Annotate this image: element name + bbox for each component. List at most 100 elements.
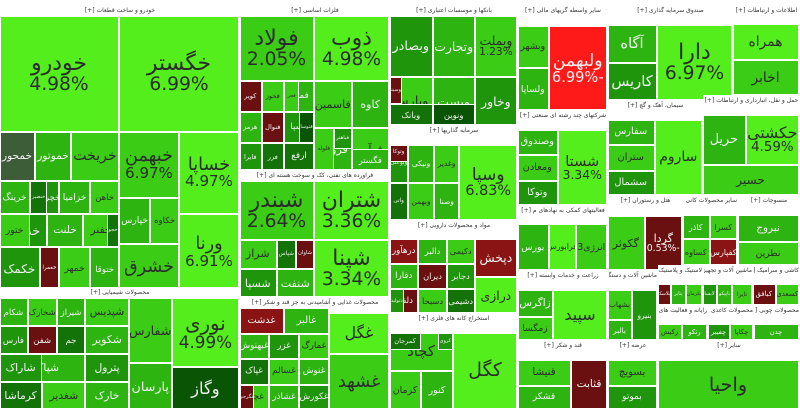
stock-tile[interactable]: تاپیکو — [717, 283, 732, 304]
stock-tile[interactable]: انرژی3 — [575, 224, 607, 269]
stock-tile[interactable]: چفیبر — [709, 323, 730, 339]
stock-tile[interactable]: چدن — [755, 323, 799, 339]
sector-header[interactable]: صندوق سرمایه گذاری [+] — [609, 6, 732, 16]
stock-tile[interactable]: ارفع — [284, 143, 314, 169]
stock-tile[interactable]: خموتور — [35, 131, 71, 181]
sector-header[interactable]: فعالیتهای کمکی به نهادهای م [+] — [519, 206, 607, 216]
sector-header[interactable]: شرکتهای چند رشته ای صنعتی [+] — [519, 111, 607, 121]
stock-tile[interactable]: غزر — [269, 333, 299, 359]
stock-tile[interactable]: خعمرا — [39, 247, 59, 289]
stock-tile[interactable]: وسپا 6.83% — [459, 144, 517, 219]
stock-tile[interactable]: فلوله — [314, 127, 334, 169]
sector-header[interactable]: لاستیک و پلاستیک [+] — [659, 266, 702, 276]
stock-tile[interactable]: همراه — [734, 24, 799, 60]
stock-tile[interactable]: خساپا 4.97% — [179, 131, 239, 214]
stock-tile[interactable]: وبملت 1.23% — [474, 16, 517, 77]
stock-tile[interactable]: شکویر — [85, 326, 129, 354]
stock-tile[interactable]: خمحور — [1, 131, 35, 181]
stock-tile[interactable]: شاوان — [296, 239, 314, 269]
stock-tile[interactable]: سفارس — [609, 119, 655, 145]
stock-tile[interactable]: فجر — [284, 81, 299, 113]
stock-tile[interactable]: وخاور — [474, 76, 517, 124]
stock-tile[interactable]: خریخت — [71, 131, 119, 181]
stock-tile[interactable]: هرمز — [241, 112, 262, 144]
stock-tile[interactable]: خاهن — [90, 181, 119, 214]
stock-tile[interactable]: قشکر — [519, 386, 571, 408]
stock-tile[interactable]: فزر — [261, 143, 284, 169]
stock-tile[interactable]: وبصادر — [391, 16, 433, 77]
stock-tile[interactable]: شفن — [27, 326, 57, 354]
stock-tile[interactable]: فاسمین — [314, 81, 352, 128]
stock-tile[interactable]: شپنا 3.34% — [314, 239, 389, 296]
stock-tile[interactable]: زمگسا — [519, 317, 553, 339]
stock-tile[interactable]: شپدیس — [85, 298, 129, 326]
stock-tile[interactable]: فتوسا — [299, 112, 314, 144]
sector-header[interactable]: فراورده های نفتی، کک و سوخت هسته ای [+] — [241, 171, 389, 181]
stock-tile[interactable]: ولبهمن -6.99% — [548, 25, 607, 109]
stock-tile[interactable]: بورس — [519, 224, 549, 269]
stock-tile[interactable]: درازی — [474, 276, 517, 312]
sector-header[interactable]: مواد و محصولات دارویی [+] — [391, 221, 517, 231]
stock-tile[interactable]: بنیرو — [632, 290, 657, 339]
sector-header[interactable]: ماشین آلات و تجهیزات [+] — [704, 266, 752, 276]
stock-tile[interactable]: پتایر — [670, 283, 687, 304]
stock-tile[interactable]: شغدیر — [42, 382, 86, 408]
stock-tile[interactable]: زاگرس — [519, 290, 553, 317]
stock-tile[interactable]: کاوه — [351, 81, 389, 128]
stock-tile[interactable]: شخارک — [27, 298, 57, 326]
stock-tile[interactable]: غشاذر — [269, 384, 299, 408]
stock-tile[interactable]: کمرجان — [391, 332, 421, 350]
stock-tile[interactable]: پلاسک — [659, 283, 671, 304]
stock-tile[interactable]: شیراز — [56, 298, 86, 326]
stock-tile[interactable]: حکشتی 4.59% — [745, 115, 799, 165]
stock-tile[interactable]: پکرمان — [686, 283, 702, 304]
stock-tile[interactable]: دتولید — [391, 289, 405, 312]
sector-header[interactable]: محصولات چوبی [+] — [755, 306, 799, 316]
stock-tile[interactable]: غپاک — [241, 359, 269, 385]
stock-tile[interactable]: سشمال — [609, 170, 655, 194]
stock-tile[interactable]: کرمان — [391, 371, 421, 408]
stock-tile[interactable]: بالبر — [609, 320, 632, 339]
sector-header[interactable]: رایانه و فعالیت های وابسته [+] — [659, 306, 707, 316]
stock-tile[interactable]: ستران — [609, 145, 655, 171]
stock-tile[interactable]: شسپا — [241, 268, 277, 296]
stock-tile[interactable]: فولاد 2.05% — [241, 16, 314, 82]
stock-tile[interactable]: بسویچ — [609, 359, 657, 387]
stock-tile[interactable]: کاذر — [684, 215, 710, 239]
stock-tile[interactable]: کساوه — [684, 239, 710, 264]
stock-tile[interactable]: خبهمن 6.97% — [119, 131, 179, 198]
sector-header[interactable]: محصولات غذایی و آشامیدنی به جز قند و شکر… — [241, 298, 389, 308]
sector-header[interactable]: سایر محصولات کانی غیرفلزی [+] — [684, 196, 737, 206]
stock-tile[interactable]: خگستر 6.99% — [119, 16, 239, 132]
stock-tile[interactable]: قنیشا — [519, 359, 571, 387]
stock-tile[interactable]: شستا 3.34% — [557, 129, 607, 204]
stock-tile[interactable]: غمارگ — [299, 333, 329, 359]
stock-tile[interactable]: وتجارت — [432, 16, 475, 77]
stock-tile[interactable]: وبانک — [391, 104, 433, 124]
sector-header[interactable]: حمل و نقل، انبارداری و ارتباطات [+] — [704, 96, 799, 106]
stock-tile[interactable]: دارا 6.97% — [657, 24, 732, 99]
stock-tile[interactable]: کگل — [453, 332, 517, 408]
stock-tile[interactable]: فخوز — [261, 81, 284, 113]
stock-tile[interactable]: سپید — [553, 290, 607, 339]
stock-tile[interactable]: کاریس — [609, 62, 657, 99]
stock-tile[interactable]: فارس — [1, 326, 28, 354]
stock-tile[interactable]: فگستر — [351, 149, 389, 169]
sector-header[interactable]: کاشی و سرامیک [+] — [754, 266, 799, 276]
stock-tile[interactable]: خارک — [85, 382, 129, 408]
stock-tile[interactable]: وسینا — [391, 76, 402, 104]
stock-tile[interactable]: غگرجی — [241, 384, 254, 408]
stock-tile[interactable]: شبندر 2.64% — [241, 181, 314, 240]
stock-tile[interactable]: خنصیر — [30, 181, 47, 214]
stock-tile[interactable]: دیران — [418, 264, 447, 290]
stock-tile[interactable]: ورنا 6.91% — [179, 214, 239, 289]
stock-tile[interactable]: جم — [56, 326, 86, 354]
stock-tile[interactable]: تایرا — [732, 283, 752, 304]
sector-header[interactable]: اطلاعات و ارتباطات [+] — [734, 6, 799, 16]
sector-header[interactable]: ماشین آلات و دستگاههای برقی [+] — [609, 271, 657, 281]
stock-tile[interactable]: وتوکا — [391, 144, 409, 162]
sector-header[interactable]: زراعت و خدمات وابسته [+] — [519, 271, 607, 281]
stock-tile[interactable]: بشهاب — [609, 290, 632, 320]
stock-tile[interactable]: وگاز — [171, 367, 239, 408]
stock-tile[interactable]: وبهمن — [408, 182, 434, 219]
